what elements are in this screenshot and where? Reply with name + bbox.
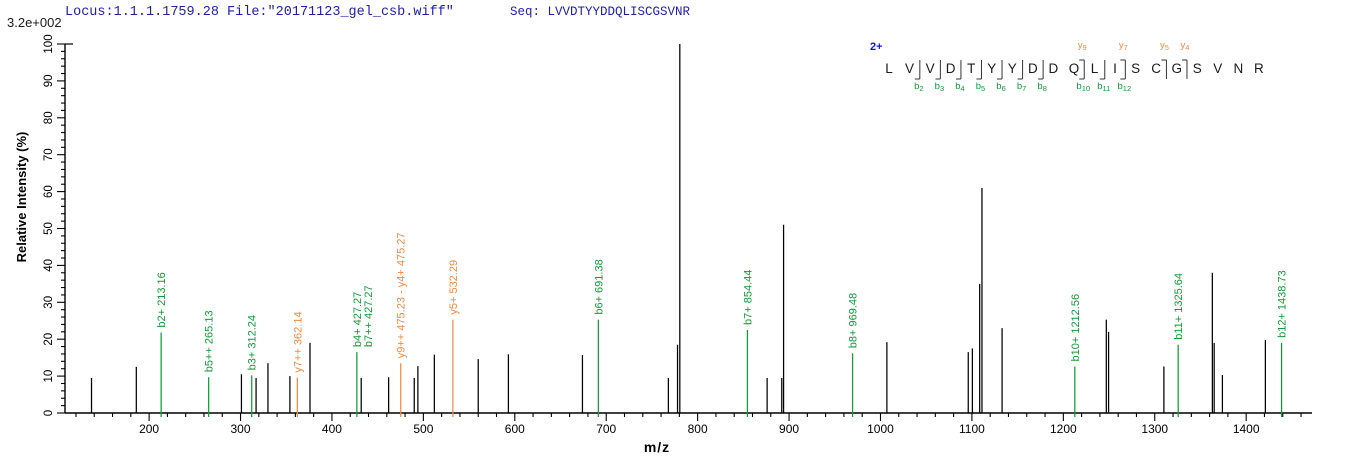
peak-annotation-label: b7++ 427.27 (363, 285, 375, 347)
x-tick-label: 300 (231, 422, 251, 436)
residue-letter: V (905, 61, 914, 76)
residue-letter: D (946, 61, 956, 76)
peak-annotation-label: b11+ 1325.64 (1173, 273, 1185, 340)
b-ion-marker: b8 (1037, 81, 1046, 93)
x-tick-label: 700 (596, 422, 616, 436)
residue-letter: S (1193, 61, 1202, 76)
x-tick-label: 500 (413, 422, 433, 436)
residue-letter: V (926, 61, 935, 76)
residue-letter: R (1254, 61, 1264, 76)
x-tick-label: 800 (688, 422, 708, 436)
peak-annotation-label: b4+ 427.27 (352, 292, 364, 347)
peak-annotation-label: b5++ 265.13 (204, 310, 216, 372)
x-tick-label: 600 (505, 422, 525, 436)
y-ion-marker: y5 (1160, 40, 1169, 52)
b-ion-marker: b5 (976, 81, 985, 93)
peak-annotation-label: b7+ 854.44 (742, 270, 754, 325)
b-ion-marker: b7 (1017, 81, 1026, 93)
residue-letter: T (967, 61, 975, 76)
b-ion-marker: b2 (914, 81, 923, 93)
residue-letter: G (1171, 61, 1182, 76)
x-tick-label: 1000 (867, 422, 894, 436)
peak-annotation-label: b3+ 312.24 (247, 315, 259, 370)
precursor-charge-label: 2+ (870, 41, 883, 53)
y-ion-marker: y4 (1181, 40, 1190, 52)
y-tick-label: 30 (43, 296, 55, 309)
peak-annotation-label: b2+ 213.16 (156, 272, 168, 327)
x-axis-title: m/z (644, 439, 670, 455)
intensity-scale-label: 3.2e+002 (7, 15, 62, 30)
residue-letter: D (1028, 61, 1038, 76)
x-tick-label: 1300 (1141, 422, 1168, 436)
b-ion-marker: b3 (935, 81, 944, 93)
x-tick-label: 400 (322, 422, 342, 436)
residue-letter: L (1091, 61, 1099, 76)
residue-letter: Y (987, 61, 996, 76)
sequence-header-label: Seq: LVVDTYYDDQLISCGSVNR (510, 5, 691, 19)
residue-letter: L (885, 61, 893, 76)
y-tick-label: 50 (43, 222, 55, 235)
residue-letter: N (1233, 61, 1243, 76)
y-tick-label: 60 (43, 185, 55, 198)
y-ion-marker: y9 (1078, 40, 1087, 52)
peak-annotation-label: y9++ 475.23 - y4+ 475.27 (396, 232, 408, 358)
residue-letter: I (1113, 61, 1117, 76)
peak-annotation-label: y5+ 532.29 (448, 260, 460, 315)
y-ion-marker: y7 (1119, 40, 1128, 52)
y-tick-label: 90 (43, 75, 55, 88)
y-tick-label: 70 (43, 148, 55, 161)
peak-annotation-label: y7++ 362.14 (292, 311, 304, 372)
residue-letter: D (1049, 61, 1059, 76)
locus-file-label: Locus:1.1.1.1759.28 File:"20171123_gel_c… (65, 5, 454, 20)
x-tick-label: 1400 (1233, 422, 1260, 436)
x-tick-label: 200 (139, 422, 159, 436)
peak-annotation-label: b6+ 691.38 (593, 259, 605, 314)
b-ion-marker: b11 (1097, 81, 1110, 93)
peak-annotation-label: b10+ 1212.56 (1070, 294, 1082, 362)
y-tick-label: 100 (43, 34, 55, 53)
b-ion-marker: b12 (1118, 81, 1132, 93)
y-tick-label: 20 (43, 333, 55, 346)
y-tick-label: 40 (43, 259, 55, 272)
y-tick-label: 0 (43, 410, 55, 416)
residue-letter: S (1131, 61, 1140, 76)
x-tick-label: 900 (779, 422, 799, 436)
residue-letter: Y (1008, 61, 1017, 76)
b-ion-marker: b6 (996, 81, 1005, 93)
y-tick-label: 10 (43, 370, 55, 383)
y-axis-title: Relative Intensity (%) (14, 132, 29, 263)
residue-letter: C (1151, 61, 1161, 76)
b-ion-marker: b4 (955, 81, 964, 93)
b-ion-marker: b10 (1076, 81, 1090, 93)
peak-annotation-label: b8+ 969.48 (848, 293, 860, 348)
peak-annotation-label: b12+ 1438.73 (1277, 270, 1289, 338)
residue-letter: V (1213, 61, 1222, 76)
residue-letter: Q (1069, 61, 1080, 76)
x-tick-label: 1100 (959, 422, 985, 436)
x-tick-label: 1200 (1050, 422, 1077, 436)
y-tick-label: 80 (43, 111, 55, 124)
